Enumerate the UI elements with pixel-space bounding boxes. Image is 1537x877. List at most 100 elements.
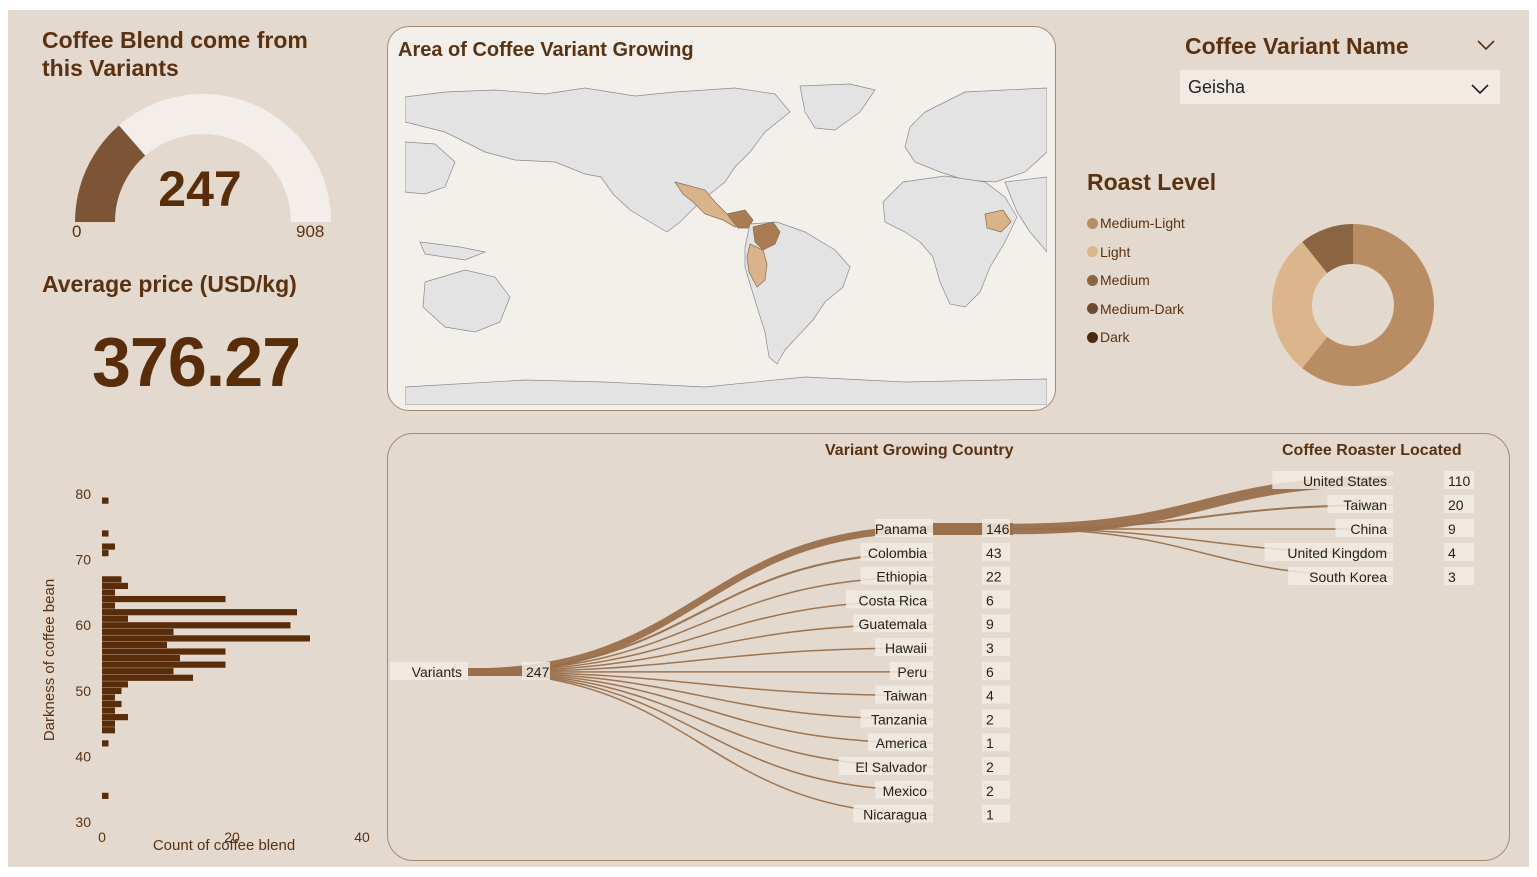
sankey-country-value[interactable]: 4 [986, 688, 994, 704]
sankey-country-value[interactable]: 1 [986, 735, 994, 751]
histogram-bar[interactable] [102, 595, 226, 603]
variant-dropdown[interactable]: Geisha [1180, 70, 1500, 104]
sankey-country-value[interactable]: 22 [986, 569, 1002, 585]
sankey-country-label[interactable]: Tanzania [871, 711, 927, 727]
histogram-bar[interactable] [102, 707, 115, 714]
map-indonesia[interactable] [419, 241, 487, 261]
sankey-node-value[interactable]: 247 [526, 664, 550, 680]
legend-item-dark[interactable]: Dark [1087, 323, 1185, 352]
histogram-bar[interactable] [102, 530, 109, 537]
sankey-link[interactable] [467, 623, 934, 673]
histogram-bar[interactable] [102, 615, 128, 622]
sankey-country-label[interactable]: Peru [897, 664, 927, 680]
histogram-bar[interactable] [102, 720, 115, 727]
sankey-country-label[interactable]: Taiwan [883, 688, 927, 704]
sankey-country-value[interactable]: 6 [986, 592, 994, 608]
histogram-bar[interactable] [102, 655, 180, 662]
donut-slice-light[interactable] [1271, 241, 1328, 369]
sankey-roaster-value[interactable]: 9 [1448, 521, 1456, 537]
sankey-country-value[interactable]: 3 [986, 640, 994, 656]
map-east-asia[interactable] [405, 141, 456, 195]
legend-item-medium[interactable]: Medium [1087, 266, 1185, 295]
histogram-bar[interactable] [102, 543, 115, 550]
sankey-country-label[interactable]: Colombia [868, 545, 927, 561]
sankey-roaster-label[interactable]: United Kingdom [1287, 545, 1387, 561]
map-asia-edge[interactable] [1004, 176, 1047, 253]
sankey-link[interactable] [467, 671, 934, 744]
sankey-country-label[interactable]: Hawaii [885, 640, 927, 656]
histogram-bar[interactable] [102, 589, 115, 596]
sankey-country-label[interactable]: Guatemala [859, 616, 928, 632]
sankey-country-label[interactable]: Mexico [883, 783, 928, 799]
histogram-bar[interactable] [102, 582, 128, 590]
map-south-america[interactable] [744, 221, 851, 365]
map-africa[interactable] [882, 175, 1018, 308]
sankey-link[interactable] [467, 575, 934, 673]
sankey-country-label[interactable]: Costa Rica [859, 592, 928, 608]
sankey-link[interactable] [467, 671, 934, 816]
sankey-link[interactable] [467, 647, 934, 673]
world-map[interactable] [405, 82, 1047, 405]
histogram-bar[interactable] [102, 727, 115, 734]
histogram-bar[interactable] [102, 792, 109, 799]
histogram-bar[interactable] [102, 648, 226, 655]
sankey-roaster-value[interactable]: 20 [1448, 497, 1464, 513]
sankey-country-label[interactable]: Panama [875, 521, 927, 537]
histogram-bar[interactable] [102, 687, 122, 694]
sankey-country-label[interactable]: America [876, 735, 928, 751]
map-colombia[interactable] [752, 221, 781, 251]
sankey-node-label[interactable]: Variants [412, 664, 462, 680]
sankey-country-value[interactable]: 1 [986, 807, 994, 823]
sankey-country-value[interactable]: 2 [986, 783, 994, 799]
histogram-bar[interactable] [102, 576, 122, 583]
sankey-country-value[interactable]: 146 [986, 521, 1010, 537]
histogram-bar[interactable] [102, 700, 122, 708]
histogram-bar[interactable] [102, 714, 128, 721]
histogram-bar[interactable] [102, 497, 109, 504]
legend-item-light[interactable]: Light [1087, 238, 1185, 267]
sankey-country-value[interactable]: 43 [986, 545, 1002, 561]
sankey-country-value[interactable]: 6 [986, 664, 994, 680]
sankey-roaster-value[interactable]: 110 [1448, 473, 1471, 489]
sankey-country-label[interactable]: El Salvador [855, 759, 927, 775]
donut-slice-medium-light[interactable] [1302, 224, 1434, 386]
histogram-bar[interactable] [102, 602, 115, 609]
legend-item-medium-light[interactable]: Medium-Light [1087, 209, 1185, 238]
sankey-roaster-label[interactable]: Taiwan [1343, 497, 1387, 513]
sankey-roaster-value[interactable]: 3 [1448, 569, 1456, 585]
histogram-bar[interactable] [102, 661, 226, 668]
sankey-roaster-label[interactable]: China [1350, 521, 1387, 537]
sankey-link[interactable] [467, 671, 934, 721]
histogram-bar[interactable] [102, 740, 109, 747]
sankey-roaster-value[interactable]: 4 [1448, 545, 1456, 561]
sankey-link[interactable] [467, 599, 934, 673]
sankey-link[interactable] [467, 551, 934, 674]
map-europe[interactable] [904, 87, 1047, 183]
histogram-bar[interactable] [102, 609, 297, 616]
histogram-bar[interactable] [102, 641, 167, 649]
histogram-bar[interactable] [102, 635, 310, 642]
map-antarctica[interactable] [405, 376, 1047, 405]
histogram-bar[interactable] [102, 622, 291, 629]
sankey-country-label[interactable]: Nicaragua [863, 807, 927, 823]
sankey-country-label[interactable]: Ethiopia [876, 569, 927, 585]
sankey-country-value[interactable]: 9 [986, 616, 994, 632]
histogram-bar[interactable] [102, 628, 174, 635]
sankey-link[interactable] [1012, 504, 1394, 530]
filter-collapse-chevron-icon[interactable] [1476, 38, 1496, 52]
map-australia[interactable] [422, 269, 511, 333]
histogram-bar[interactable] [102, 694, 115, 701]
map-mexico[interactable] [674, 181, 741, 228]
legend-item-medium-dark[interactable]: Medium-Dark [1087, 295, 1185, 324]
sankey-country-value[interactable]: 2 [986, 759, 994, 775]
map-greenland[interactable] [799, 83, 876, 131]
sankey-link[interactable] [467, 671, 934, 792]
sankey-link[interactable] [467, 525, 934, 676]
sankey-roaster-label[interactable]: South Korea [1309, 569, 1387, 585]
histogram-bar[interactable] [102, 674, 193, 681]
histogram-bar[interactable] [102, 550, 109, 557]
histogram-bar[interactable] [102, 668, 174, 675]
sankey-country-value[interactable]: 2 [986, 711, 994, 727]
histogram-bar[interactable] [102, 681, 128, 688]
sankey-link[interactable] [467, 671, 934, 697]
